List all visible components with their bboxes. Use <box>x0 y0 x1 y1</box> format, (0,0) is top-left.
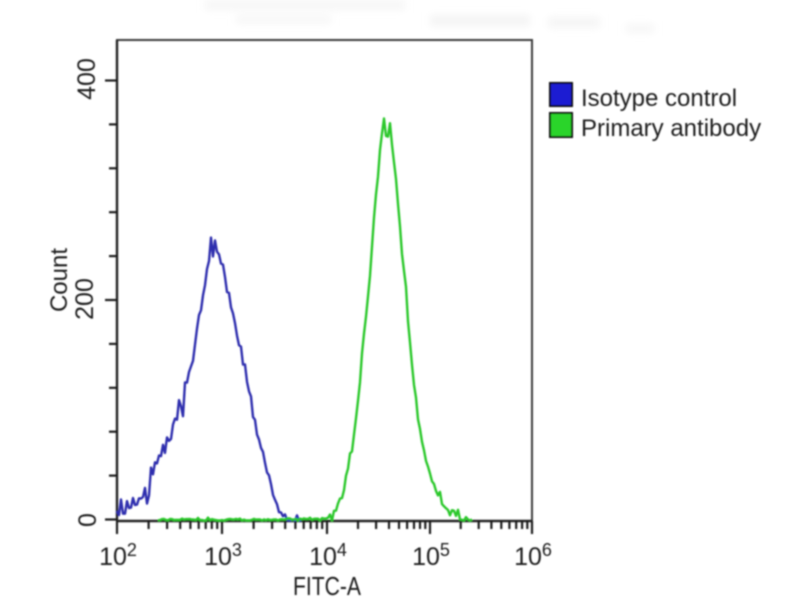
svg-text:104: 104 <box>309 540 347 571</box>
svg-text:200: 200 <box>71 278 99 320</box>
svg-text:106: 106 <box>514 540 552 571</box>
svg-text:102: 102 <box>99 540 137 571</box>
svg-text:Count: Count <box>46 248 73 312</box>
svg-text:Primary antibody: Primary antibody <box>581 115 761 142</box>
svg-text:0: 0 <box>74 513 102 527</box>
svg-text:FITC-A: FITC-A <box>293 571 362 600</box>
svg-text:Isotype control: Isotype control <box>581 85 737 112</box>
svg-text:400: 400 <box>73 58 101 100</box>
svg-text:105: 105 <box>412 540 450 571</box>
svg-text:103: 103 <box>204 540 242 571</box>
